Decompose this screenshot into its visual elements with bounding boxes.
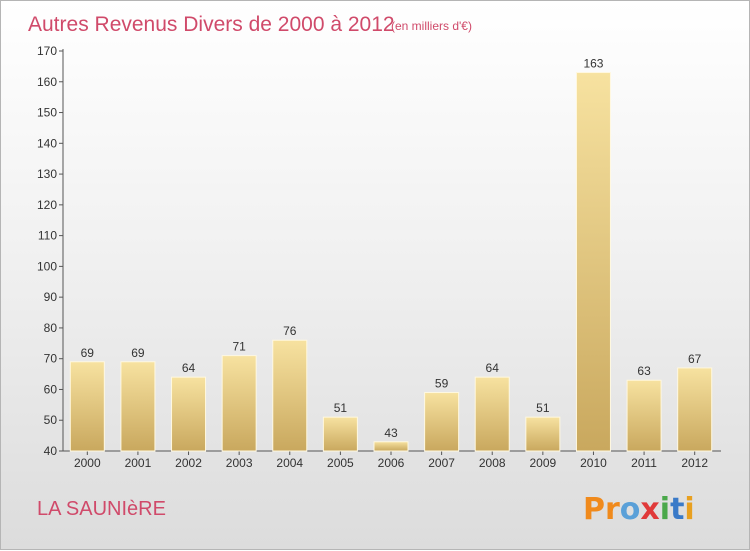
x-tick-label: 2006 [378,456,405,470]
x-tick-label: 2003 [226,456,253,470]
bar [424,392,460,452]
proxiti-logo: Proxiti [583,492,695,527]
bar [221,355,257,452]
y-tick-label: 160 [37,75,57,89]
bar [373,441,409,452]
value-label: 43 [384,426,398,440]
logo-letter: t [670,492,684,527]
value-label: 63 [637,364,651,378]
bar [525,416,561,452]
bar [575,72,611,452]
y-tick-label: 130 [37,167,57,181]
value-label: 51 [536,401,550,415]
logo-letter: r [605,492,620,527]
y-tick-label: 150 [37,106,57,120]
value-label: 69 [131,346,145,360]
value-label: 51 [334,401,348,415]
x-tick-label: 2011 [631,456,657,470]
logo-letter: i [660,492,670,527]
bar [120,361,156,452]
value-label: 69 [81,346,95,360]
commune-name: LA SAUNIèRE [37,498,166,520]
chart-unit: (en milliers d'€) [391,19,472,33]
bars: 69 69 64 71 76 51 43 59 64 51 163 63 67 [69,57,713,452]
x-tick-label: 2007 [428,456,455,470]
value-label: 163 [583,57,603,71]
y-tick-label: 140 [37,136,57,150]
x-tick-label: 2009 [529,456,556,470]
x-tick-label: 2000 [74,456,101,470]
y-tick-label: 90 [44,290,58,304]
y-tick-label: 170 [37,44,57,58]
logo-letter: o [620,492,641,527]
y-tick-label: 120 [37,198,57,212]
bar [322,416,358,452]
axes: 40 50 60 70 80 90 100 110 120 130 140 150 160 170 2000… [37,44,721,470]
x-tick-label: 2002 [175,456,202,470]
y-tick-label: 60 [44,382,58,396]
bar [677,367,713,452]
x-tick-label: 2005 [327,456,354,470]
y-tick-label: 70 [44,352,58,366]
y-tick-label: 100 [37,259,57,273]
x-tick-label: 2001 [125,456,152,470]
bar [474,376,510,452]
y-tick-label: 80 [44,321,58,335]
bar [69,361,105,452]
value-label: 64 [486,361,500,375]
x-tick-label: 2008 [479,456,506,470]
value-label: 71 [232,340,246,354]
x-tick-label: 2010 [580,456,607,470]
logo-letter: P [583,492,605,527]
value-label: 67 [688,352,702,366]
y-tick-label: 50 [44,413,58,427]
x-tick-label: 2012 [681,456,708,470]
bar [626,379,662,452]
x-tick-label: 2004 [276,456,303,470]
bar [272,339,308,452]
value-label: 64 [182,361,196,375]
chart-title: Autres Revenus Divers de 2000 à 2012 [28,13,395,36]
value-label: 59 [435,377,449,391]
logo-letter: x [640,492,659,527]
value-label: 76 [283,324,297,338]
y-tick-label: 110 [38,229,57,243]
bar [171,376,207,452]
logo-letter: i [684,492,694,527]
y-tick-label: 40 [44,444,58,458]
